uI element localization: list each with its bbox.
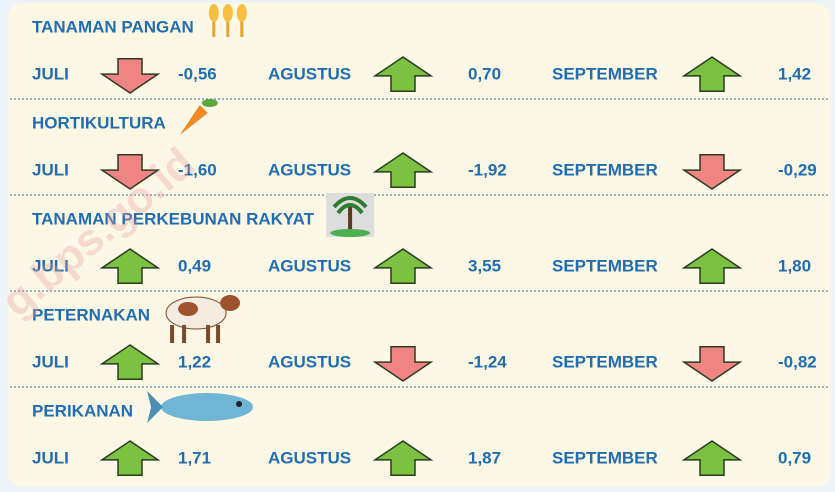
month-label: SEPTEMBER xyxy=(552,64,658,83)
value: -0,29 xyxy=(778,160,817,179)
month-label: SEPTEMBER xyxy=(552,256,658,275)
value: -1,92 xyxy=(468,160,507,179)
month-label: SEPTEMBER xyxy=(552,160,658,179)
icon-spot xyxy=(178,302,198,316)
month-label: AGUSTUS xyxy=(268,352,351,371)
value: 1,22 xyxy=(178,352,211,371)
value: 1,42 xyxy=(778,64,811,83)
section-title: HORTIKULTURA xyxy=(32,113,166,132)
icon-head xyxy=(220,295,240,311)
section-title: PERIKANAN xyxy=(32,401,133,420)
month-label: SEPTEMBER xyxy=(552,448,658,467)
icon-ground xyxy=(330,229,370,237)
icon-grain xyxy=(237,4,247,22)
month-label: AGUSTUS xyxy=(268,64,351,83)
section-title: PETERNAKAN xyxy=(32,305,150,324)
infographic: TANAMAN PANGAN JULI -0,56 AGUSTUS 0,70 SEPTEM… xyxy=(0,0,835,492)
month-label: AGUSTUS xyxy=(268,160,351,179)
month-label: AGUSTUS xyxy=(268,448,351,467)
month-label: SEPTEMBER xyxy=(552,352,658,371)
value: 0,79 xyxy=(778,448,811,467)
icon-fish xyxy=(161,393,253,421)
section-title: TANAMAN PANGAN xyxy=(32,17,194,36)
value: 3,55 xyxy=(468,256,501,275)
value: 1,87 xyxy=(468,448,501,467)
icon-leaf xyxy=(202,99,218,107)
value: -1,24 xyxy=(468,352,507,371)
icon-grain xyxy=(209,4,219,22)
month-label: JULI xyxy=(32,448,69,467)
value: -0,82 xyxy=(778,352,817,371)
icon-grain xyxy=(223,4,233,22)
value: 1,80 xyxy=(778,256,811,275)
month-label: JULI xyxy=(32,352,69,371)
value: -0,56 xyxy=(178,64,217,83)
icon-eye xyxy=(236,401,242,407)
value: 1,71 xyxy=(178,448,211,467)
value: 0,70 xyxy=(468,64,501,83)
month-label: AGUSTUS xyxy=(268,256,351,275)
value: 0,49 xyxy=(178,256,211,275)
month-label: JULI xyxy=(32,160,69,179)
month-label: JULI xyxy=(32,64,69,83)
